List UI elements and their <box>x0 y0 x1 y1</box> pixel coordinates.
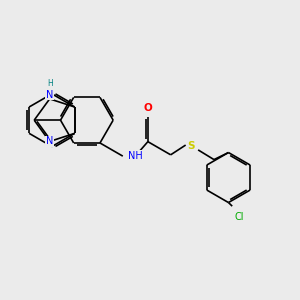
Text: H: H <box>47 79 52 88</box>
Text: N: N <box>46 136 53 146</box>
Text: NH: NH <box>128 151 142 161</box>
Text: Cl: Cl <box>234 212 244 221</box>
Text: N: N <box>46 90 53 100</box>
Text: S: S <box>188 141 195 152</box>
Text: O: O <box>143 103 152 112</box>
